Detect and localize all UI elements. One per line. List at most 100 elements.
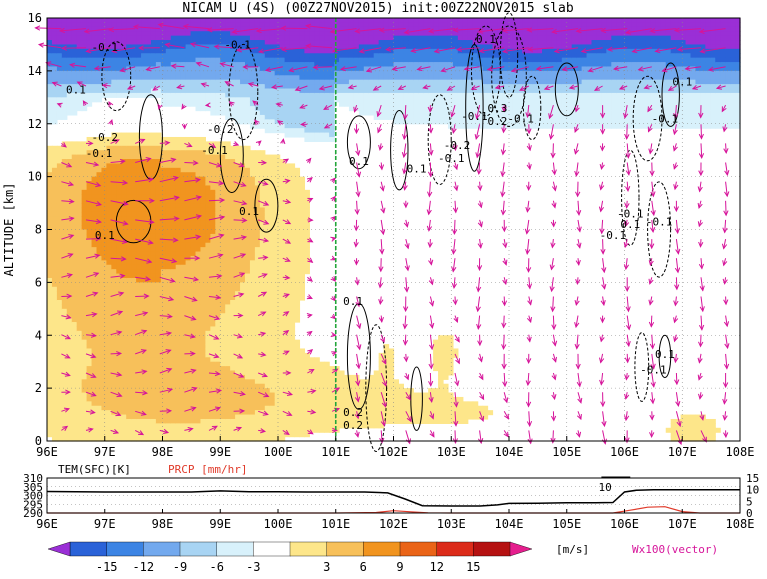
field-cell — [200, 291, 206, 297]
field-cell — [240, 361, 246, 367]
field-cell — [165, 357, 172, 363]
field-cell — [245, 22, 251, 28]
field-cell — [51, 436, 58, 442]
field-cell — [240, 194, 246, 200]
field-cell — [175, 62, 182, 68]
field-cell — [309, 31, 315, 37]
field-cell — [170, 229, 177, 235]
field-cell — [225, 427, 231, 433]
field-cell — [205, 172, 211, 178]
field-cell — [121, 167, 127, 173]
field-cell — [165, 396, 172, 402]
field-cell — [91, 88, 98, 94]
field-cell — [51, 291, 58, 297]
field-cell — [136, 396, 142, 402]
field-cell — [155, 229, 162, 235]
field-cell — [289, 119, 296, 125]
field-cell — [121, 31, 127, 37]
field-cell — [81, 379, 88, 385]
field-cell — [215, 383, 221, 389]
field-cell — [230, 330, 236, 336]
field-cell — [299, 216, 305, 222]
field-cell — [249, 335, 256, 341]
field-cell — [66, 53, 73, 59]
field-cell — [91, 150, 98, 156]
field-cell — [96, 326, 103, 332]
field-cell — [56, 163, 63, 169]
field-cell — [314, 110, 320, 116]
field-cell — [230, 31, 236, 37]
field-cell — [66, 79, 73, 85]
field-cell — [200, 22, 206, 28]
field-cell — [299, 401, 305, 407]
field-cell — [136, 132, 142, 138]
field-cell — [155, 238, 162, 244]
field-cell — [279, 198, 286, 204]
field-cell — [76, 97, 83, 103]
field-cell — [121, 366, 127, 372]
field-cell — [240, 326, 246, 332]
field-cell — [294, 295, 301, 301]
field-cell — [269, 48, 276, 54]
field-cell — [146, 150, 152, 156]
field-cell — [71, 207, 78, 213]
field-cell — [284, 383, 291, 389]
field-cell — [235, 242, 241, 248]
field-cell — [230, 335, 236, 341]
field-cell — [304, 247, 310, 253]
field-cell — [344, 70, 350, 76]
field-cell — [279, 339, 286, 345]
field-cell — [289, 383, 296, 389]
field-cell — [259, 247, 266, 253]
field-cell — [101, 414, 107, 420]
field-cell — [160, 238, 167, 244]
field-cell — [165, 410, 172, 416]
field-cell — [304, 220, 310, 226]
field-cell — [86, 374, 93, 380]
field-cell — [210, 273, 216, 279]
field-cell — [86, 383, 93, 389]
field-cell — [235, 436, 241, 442]
field-cell — [76, 66, 83, 72]
field-cell — [299, 410, 305, 416]
field-cell — [309, 26, 315, 32]
field-cell — [131, 361, 137, 367]
field-cell — [249, 48, 256, 54]
field-cell — [121, 414, 127, 420]
field-cell — [185, 383, 192, 389]
field-cell — [205, 436, 211, 442]
field-cell — [126, 159, 132, 165]
field-cell — [81, 242, 88, 248]
field-cell — [269, 330, 276, 336]
field-cell — [220, 286, 226, 292]
field-cell — [230, 220, 236, 226]
field-cell — [150, 344, 157, 350]
field-cell — [66, 189, 73, 195]
field-cell — [131, 317, 137, 323]
field-cell — [175, 308, 182, 314]
field-cell — [76, 317, 83, 323]
field-cell — [304, 136, 310, 142]
field-cell — [274, 304, 281, 310]
field-cell — [304, 225, 310, 231]
field-cell — [96, 62, 103, 68]
field-cell — [66, 432, 73, 438]
field-cell — [200, 145, 206, 151]
field-cell — [205, 388, 211, 394]
field-cell — [254, 432, 261, 438]
field-cell — [146, 344, 152, 350]
field-cell — [190, 379, 197, 385]
field-cell — [170, 172, 177, 178]
field-cell — [155, 291, 162, 297]
field-cell — [284, 114, 291, 120]
field-cell — [269, 163, 276, 169]
field-cell — [274, 242, 281, 248]
field-cell — [91, 308, 98, 314]
field-cell — [121, 172, 127, 178]
field-cell — [289, 273, 296, 279]
field-cell — [289, 198, 296, 204]
field-cell — [116, 220, 122, 226]
field-cell — [180, 141, 187, 147]
field-cell — [240, 277, 246, 283]
field-cell — [101, 432, 107, 438]
